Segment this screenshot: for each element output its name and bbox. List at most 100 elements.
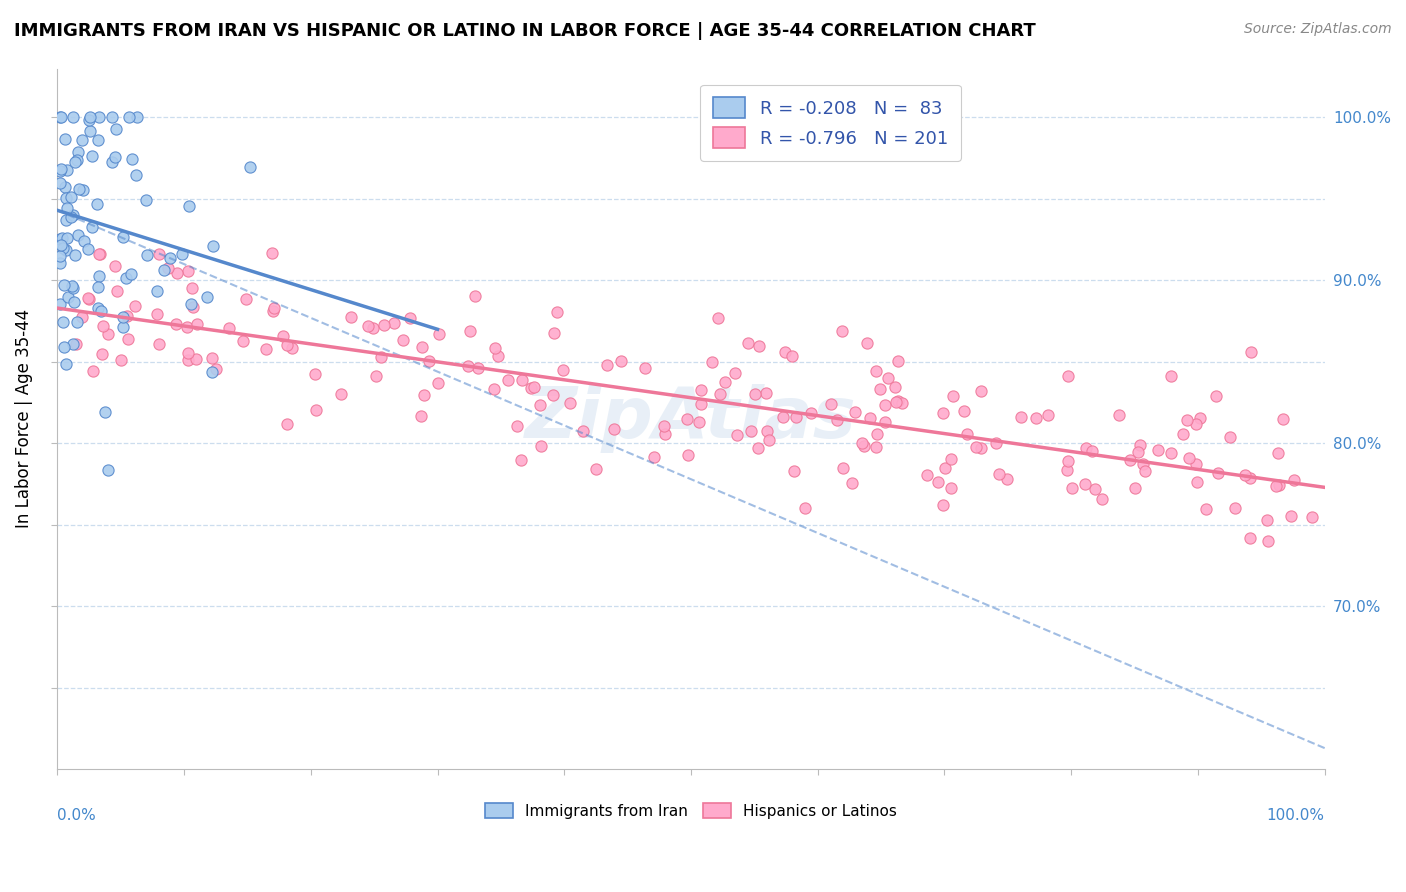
Point bbox=[72, 133, 94, 147]
Point bbox=[1240, 344, 1263, 359]
Point bbox=[363, 321, 385, 335]
Point bbox=[49, 163, 72, 178]
Point bbox=[181, 300, 204, 314]
Point bbox=[723, 367, 745, 381]
Point bbox=[65, 337, 87, 351]
Point bbox=[159, 251, 181, 265]
Point bbox=[942, 389, 965, 403]
Point bbox=[49, 232, 72, 246]
Point bbox=[1160, 446, 1182, 460]
Point bbox=[79, 124, 101, 138]
Point bbox=[941, 452, 963, 467]
Point bbox=[391, 333, 413, 347]
Point bbox=[1171, 426, 1194, 441]
Point bbox=[851, 435, 873, 450]
Point bbox=[79, 111, 101, 125]
Point bbox=[709, 387, 731, 401]
Point bbox=[77, 291, 100, 305]
Point bbox=[49, 111, 72, 125]
Point bbox=[603, 422, 626, 436]
Point bbox=[1239, 532, 1261, 546]
Point bbox=[510, 373, 533, 387]
Point bbox=[915, 468, 938, 483]
Point bbox=[304, 367, 326, 381]
Point bbox=[110, 353, 132, 368]
Point bbox=[180, 297, 202, 311]
Point bbox=[218, 320, 240, 334]
Point bbox=[263, 301, 285, 315]
Point bbox=[63, 155, 86, 169]
Point bbox=[1279, 509, 1302, 524]
Point bbox=[281, 341, 304, 355]
Point bbox=[276, 338, 298, 352]
Point bbox=[689, 383, 711, 397]
Point bbox=[398, 311, 420, 326]
Point bbox=[887, 353, 910, 368]
Point bbox=[79, 113, 101, 128]
Point bbox=[1256, 513, 1278, 527]
Point bbox=[366, 369, 388, 384]
Point bbox=[1301, 509, 1323, 524]
Point bbox=[1284, 473, 1306, 487]
Point bbox=[467, 361, 489, 376]
Point bbox=[176, 320, 198, 334]
Point bbox=[700, 355, 723, 369]
Point bbox=[754, 385, 776, 400]
Point bbox=[988, 467, 1011, 482]
Point bbox=[873, 415, 896, 429]
Point bbox=[866, 427, 889, 442]
Point bbox=[1126, 445, 1149, 459]
Point bbox=[62, 337, 84, 351]
Point bbox=[643, 450, 665, 465]
Point bbox=[505, 419, 527, 434]
Point bbox=[558, 396, 581, 410]
Point bbox=[1074, 477, 1097, 491]
Point bbox=[1206, 466, 1229, 480]
Point bbox=[382, 316, 405, 330]
Point bbox=[486, 349, 509, 363]
Point bbox=[932, 498, 955, 512]
Point bbox=[572, 424, 595, 438]
Point bbox=[676, 448, 699, 462]
Point bbox=[875, 398, 897, 412]
Point bbox=[55, 191, 77, 205]
Point bbox=[934, 460, 956, 475]
Point bbox=[596, 358, 619, 372]
Point bbox=[1076, 441, 1098, 455]
Point bbox=[856, 335, 879, 350]
Point bbox=[747, 442, 769, 456]
Point bbox=[89, 268, 111, 283]
Text: 0.0%: 0.0% bbox=[58, 808, 96, 823]
Point bbox=[675, 411, 697, 425]
Point bbox=[146, 285, 169, 299]
Point bbox=[87, 301, 110, 315]
Point bbox=[55, 243, 77, 257]
Point bbox=[744, 387, 766, 401]
Point bbox=[1160, 369, 1182, 384]
Point bbox=[177, 346, 200, 360]
Point bbox=[114, 270, 136, 285]
Point bbox=[927, 475, 949, 490]
Point bbox=[543, 326, 565, 340]
Point bbox=[51, 162, 73, 177]
Point bbox=[1108, 408, 1130, 422]
Point bbox=[464, 288, 486, 302]
Point bbox=[1147, 442, 1170, 457]
Point bbox=[82, 219, 104, 234]
Point bbox=[87, 111, 110, 125]
Point bbox=[1132, 457, 1154, 471]
Point bbox=[51, 231, 73, 245]
Point bbox=[60, 210, 83, 224]
Point bbox=[73, 234, 96, 248]
Point bbox=[52, 241, 75, 255]
Point bbox=[118, 111, 141, 125]
Point bbox=[373, 318, 395, 332]
Point bbox=[97, 326, 120, 341]
Point bbox=[180, 281, 202, 295]
Point bbox=[970, 384, 993, 398]
Point bbox=[939, 481, 962, 495]
Point bbox=[157, 260, 180, 275]
Point bbox=[121, 153, 143, 167]
Point bbox=[89, 247, 111, 261]
Point bbox=[1219, 430, 1241, 444]
